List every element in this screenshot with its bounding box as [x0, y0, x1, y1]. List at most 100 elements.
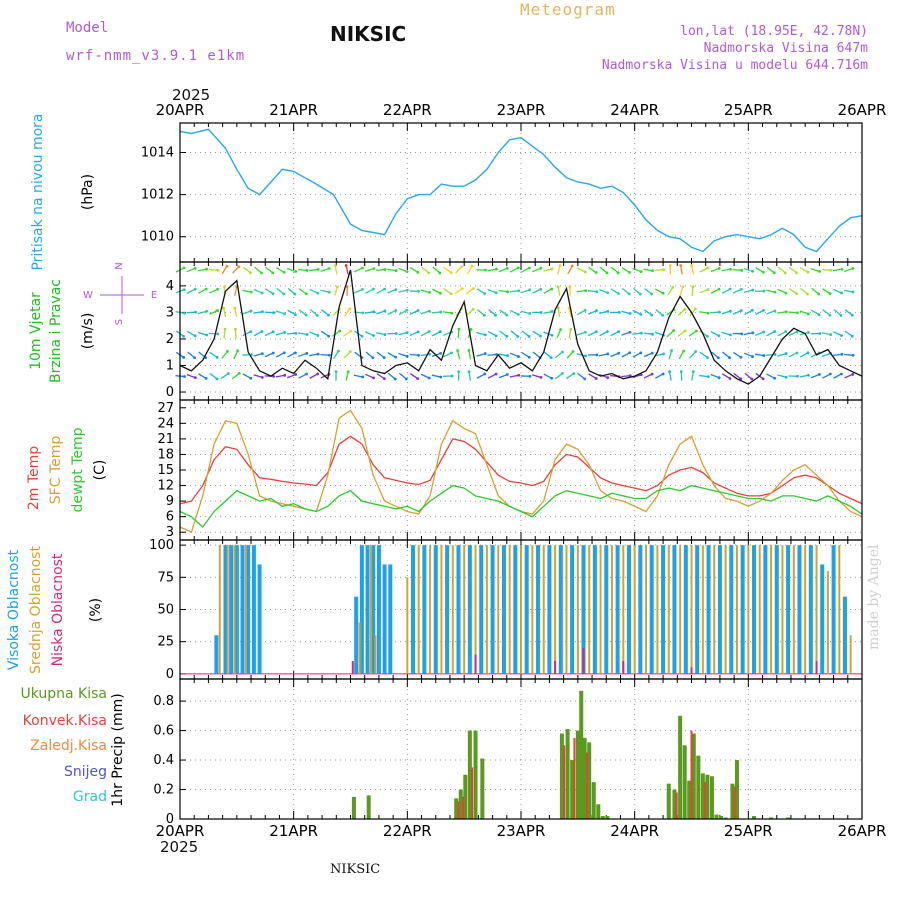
date-label-top: 24APR	[610, 101, 659, 119]
date-label-top: 20APR	[156, 101, 205, 119]
wind-arrow-head	[193, 287, 197, 291]
wind-arrow-head	[316, 352, 320, 356]
model-name: wrf-nmm_v3.9.1 e1km	[66, 48, 246, 64]
wind-arrow-head	[828, 313, 832, 317]
wind-arrow-head	[828, 372, 832, 376]
wind-arrow	[668, 350, 673, 360]
high-cloud-bar	[214, 635, 219, 674]
mid-cloud-bar	[724, 545, 727, 674]
wind-arrow	[844, 309, 853, 316]
wind-arrow	[710, 330, 720, 337]
high-cloud-bar	[661, 545, 666, 674]
wind-arrow	[844, 373, 854, 379]
wind-arrow-head	[450, 311, 454, 315]
wind-arrow-head	[527, 355, 531, 359]
wind-arrow	[320, 330, 329, 337]
wind-arrow-head	[762, 330, 766, 334]
wind-arrow	[487, 268, 497, 272]
wind-arrow	[568, 329, 572, 339]
wind-arrow-head	[233, 327, 237, 331]
high-cloud-bar	[626, 545, 631, 674]
wind-arrow	[844, 289, 854, 293]
wind-arrow-head	[528, 374, 532, 378]
wind-arrow-head	[183, 375, 186, 378]
wind-arrow-head	[193, 334, 197, 338]
wind-arrow-head	[470, 264, 474, 268]
total-rain-bar	[591, 782, 596, 819]
high-cloud-bar	[422, 545, 427, 674]
wind-arrow-head	[706, 311, 710, 315]
mid-cloud-bar	[226, 545, 229, 674]
low-cloud-bar	[351, 660, 354, 674]
wind-arrow-head	[427, 271, 431, 275]
wind-arrow	[588, 266, 597, 274]
wind-arrow-head	[617, 292, 620, 295]
wind-arrow	[543, 310, 553, 315]
wind-arrow-head	[204, 287, 208, 291]
conv-rain-bar	[573, 737, 576, 819]
wind-arrow-head	[345, 285, 349, 289]
wind-arrow-head	[383, 287, 386, 291]
wind-arrow	[755, 309, 764, 316]
wind-arrow	[822, 373, 831, 379]
y-tick-label: 0	[166, 812, 174, 827]
wind-arrow-head	[739, 287, 743, 291]
wind-arrow	[689, 351, 697, 359]
wind-arrow-head	[728, 377, 732, 380]
wind-arrow-head	[706, 356, 709, 359]
wind-arrow-head	[583, 308, 587, 312]
conv-rain-bar	[471, 767, 474, 819]
wind-arrow-head	[183, 311, 186, 315]
wind-arrow	[376, 310, 386, 315]
wind-arrow-head	[249, 309, 253, 313]
wind-arrow	[677, 308, 686, 316]
wind-arrow-head	[249, 376, 253, 380]
wind-arrow	[476, 331, 486, 336]
wind-arrow	[309, 331, 319, 337]
footer-station: NIKSIC	[330, 862, 381, 877]
wind-arrow	[810, 309, 820, 316]
y-tick-label: 4	[166, 279, 174, 294]
wind-arrow	[643, 268, 653, 272]
station-altitude: Nadmorska Visina 647m	[703, 41, 868, 56]
wind-arrow-head	[428, 352, 432, 356]
wind-arrow-head	[260, 291, 264, 295]
high-cloud-bar	[234, 545, 239, 674]
mid-cloud-bar	[633, 545, 636, 674]
mid-cloud-bar	[358, 622, 361, 674]
wind-arrow-head	[773, 376, 777, 380]
wind-arrow	[264, 311, 274, 314]
wind-arrow	[621, 310, 631, 315]
wind-arrow-head	[439, 351, 442, 355]
wind-arrow	[788, 331, 798, 337]
wind-arrow	[343, 330, 352, 337]
wind-arrow-head	[796, 374, 799, 378]
wind-arrow-head	[282, 270, 286, 274]
wind-arrow	[654, 373, 664, 379]
wind-arrow	[409, 331, 419, 337]
wind-arrow	[810, 373, 820, 379]
mid-cloud-bar	[679, 545, 682, 674]
mid-cloud-bar	[542, 545, 545, 674]
wind-arrow	[431, 374, 441, 378]
wind-arrow-head	[194, 310, 198, 314]
wind-arrow	[610, 288, 619, 295]
model-label: Model	[66, 20, 109, 36]
dewpt-label: dewpt Temp	[70, 427, 86, 512]
wind-arrow-head	[457, 327, 461, 331]
wind-arrow-head	[539, 266, 543, 270]
wind-arrow	[777, 374, 787, 378]
wind-arrow-head	[182, 288, 186, 292]
wind-arrow-head	[728, 333, 732, 337]
wind-arrow-head	[806, 270, 810, 274]
wind-arrow-head	[539, 334, 542, 338]
wind-arrow	[633, 287, 641, 295]
total-rain-bar	[463, 774, 468, 819]
wind-arrow-head	[595, 290, 599, 294]
low-cloud-bar	[815, 660, 818, 674]
wind-arrow	[699, 288, 709, 294]
wind-arrow	[766, 266, 775, 274]
wind-arrow-head	[594, 271, 598, 274]
total-rain-bar	[709, 776, 714, 819]
high-cloud-bar	[615, 545, 620, 674]
